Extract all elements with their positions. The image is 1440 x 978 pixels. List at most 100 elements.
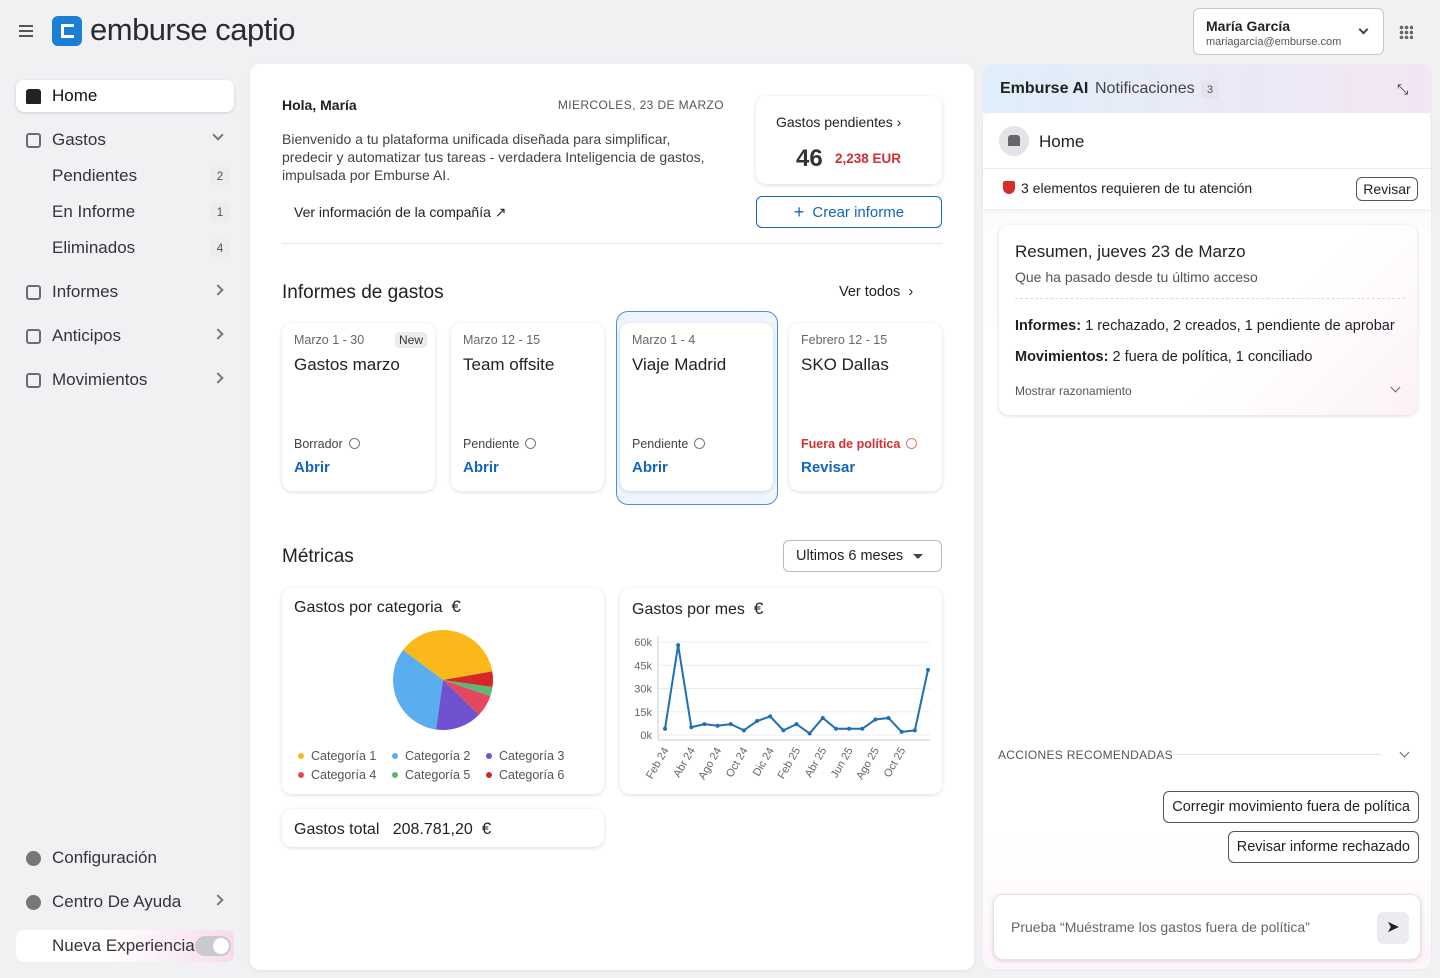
nav-item[interactable]: Pendientes 2 xyxy=(16,160,234,192)
report-name: Gastos marzo xyxy=(294,355,400,374)
nav-item[interactable]: Nueva Experiencia xyxy=(16,930,234,962)
total-label: Gastos total xyxy=(294,821,380,838)
nav-item[interactable]: Configuración xyxy=(16,842,234,874)
report-card[interactable]: Marzo 12 - 15 Team offsite Pendiente Abrir xyxy=(451,323,604,491)
nav-item[interactable]: Movimientos xyxy=(16,364,234,396)
y-tick-label: 0k xyxy=(640,730,652,742)
ai-panel: Emburse AI Notificaciones 3 ⤡ Home 3 ele… xyxy=(982,64,1432,970)
pending-card[interactable]: Gastos pendientes › 46 2,238 EUR xyxy=(756,96,942,184)
report-card[interactable]: Marzo 1 - 4 Viaje Madrid Pendiente Abrir xyxy=(620,323,773,491)
report-card[interactable]: Marzo 1 - 30 New Gastos marzo Borrador Abrir xyxy=(282,323,435,491)
chevron xyxy=(212,328,224,340)
chevron xyxy=(1399,747,1410,758)
line-point xyxy=(768,714,773,719)
reports-title: Informes de gastos xyxy=(282,282,444,303)
reasoning-toggle[interactable]: Mostrar razonamiento xyxy=(1015,384,1132,398)
x-tick-label: Dic 24 xyxy=(751,746,777,779)
chevron xyxy=(1358,24,1369,35)
line-point xyxy=(926,667,930,672)
line-point xyxy=(781,728,786,733)
action-button[interactable]: Revisar informe rechazado xyxy=(1227,831,1419,863)
pie-slice xyxy=(443,680,493,697)
line-point xyxy=(728,722,733,727)
nav-label: Gastos xyxy=(52,130,106,149)
nav-label: Centro De Ayuda xyxy=(52,892,182,911)
report-dates: Marzo 1 - 4 xyxy=(632,333,696,347)
create-report-button[interactable]: + Crear informe xyxy=(756,196,942,228)
legend-item: Categoría 3 xyxy=(486,747,580,765)
nav-item[interactable]: En Informe 1 xyxy=(16,196,234,228)
legend-item: Categoría 5 xyxy=(392,766,486,784)
line-point xyxy=(860,726,865,731)
nav-item[interactable]: Eliminados 4 xyxy=(16,232,234,264)
report-action[interactable]: Abrir xyxy=(632,459,668,476)
period-text: Ultimos 6 meses xyxy=(796,548,904,564)
date: MIERCOLES, 23 DE MARZO xyxy=(557,98,724,112)
divider xyxy=(282,243,942,244)
report-card[interactable]: Febrero 12 - 15 SKO Dallas Fuera de políti… xyxy=(789,323,942,491)
send-button[interactable]: ➤ xyxy=(1377,912,1409,944)
nav-item[interactable]: Gastos xyxy=(16,124,234,156)
nav-item[interactable]: Informes xyxy=(16,276,234,308)
report-action[interactable]: Abrir xyxy=(463,459,499,476)
report-action[interactable]: Abrir xyxy=(294,459,330,476)
toggle[interactable] xyxy=(195,936,231,956)
x-tick-label: Abr 24 xyxy=(671,746,698,780)
chevron xyxy=(212,372,224,384)
line-point xyxy=(741,728,746,733)
chevron xyxy=(212,284,224,296)
legend-item: Categoría 1 xyxy=(298,747,392,765)
period-dropdown[interactable]: Ultimos 6 meses xyxy=(783,540,942,572)
line-point xyxy=(755,719,760,724)
divider xyxy=(1171,754,1381,755)
nav-item[interactable]: Centro De Ayuda xyxy=(16,886,234,918)
legend-label: Categoría 4 xyxy=(311,768,377,782)
nav-label: Eliminados xyxy=(52,238,136,257)
line-title-text: Gastos por mes xyxy=(632,601,745,618)
movements-label: Movimientos: xyxy=(1015,349,1109,365)
collapse-icon[interactable]: ⤡ xyxy=(1397,81,1409,97)
status-text: Pendiente xyxy=(632,437,689,451)
summary-title: Resumen, jueves 23 de Marzo xyxy=(1015,242,1246,261)
status-icon xyxy=(348,438,360,449)
tab-notifications[interactable]: Notificaciones xyxy=(1095,80,1195,97)
alert-icon xyxy=(1003,181,1015,194)
x-tick-label: Ago 24 xyxy=(696,746,724,782)
review-button[interactable]: Revisar xyxy=(1356,177,1418,201)
nav-icon xyxy=(26,285,41,300)
tab-ai[interactable]: Emburse AI xyxy=(1000,80,1089,97)
chevron xyxy=(1390,382,1401,393)
user-menu[interactable]: María García mariagarcia@emburse.com xyxy=(1193,8,1384,55)
legend-swatch xyxy=(486,753,492,759)
report-action[interactable]: Revisar xyxy=(801,459,856,476)
y-tick-label: 15k xyxy=(634,707,652,719)
nav-count: 1 xyxy=(210,203,230,221)
menu-icon[interactable] xyxy=(19,25,33,37)
apps-icon[interactable] xyxy=(1399,25,1413,39)
nav-icon xyxy=(26,939,41,954)
nav-icon xyxy=(26,373,41,388)
legend-swatch xyxy=(298,772,304,778)
nav-label: Anticipos xyxy=(52,326,121,345)
status-icon xyxy=(694,438,706,449)
total-value: 208.781,20 xyxy=(392,821,473,838)
user-email: mariagarcia@emburse.com xyxy=(1206,36,1342,48)
line-point xyxy=(663,726,667,731)
nav-item[interactable]: Home xyxy=(16,80,234,112)
see-all[interactable]: Ver todos › xyxy=(839,284,914,300)
external-icon: ↗ xyxy=(494,204,507,220)
action-button[interactable]: Corregir movimiento fuera de política xyxy=(1163,791,1419,823)
pie-title-text: Gastos por categoria xyxy=(294,599,443,616)
company-link[interactable]: Ver información de la compañía ↗ xyxy=(294,204,507,221)
report-status: Fuera de política xyxy=(801,437,918,451)
status-icon xyxy=(525,438,537,449)
reports-label: Informes: xyxy=(1015,318,1082,334)
nav-item[interactable]: Anticipos xyxy=(16,320,234,352)
chat-input[interactable]: Prueba “Muéstrame los gastos fuera de po… xyxy=(993,894,1421,960)
x-tick-label: Oct 24 xyxy=(724,746,751,780)
line-point xyxy=(899,729,904,734)
nav-label: Configuración xyxy=(52,848,157,867)
legend-item: Categoría 6 xyxy=(486,766,580,784)
y-tick-label: 60k xyxy=(634,637,652,649)
